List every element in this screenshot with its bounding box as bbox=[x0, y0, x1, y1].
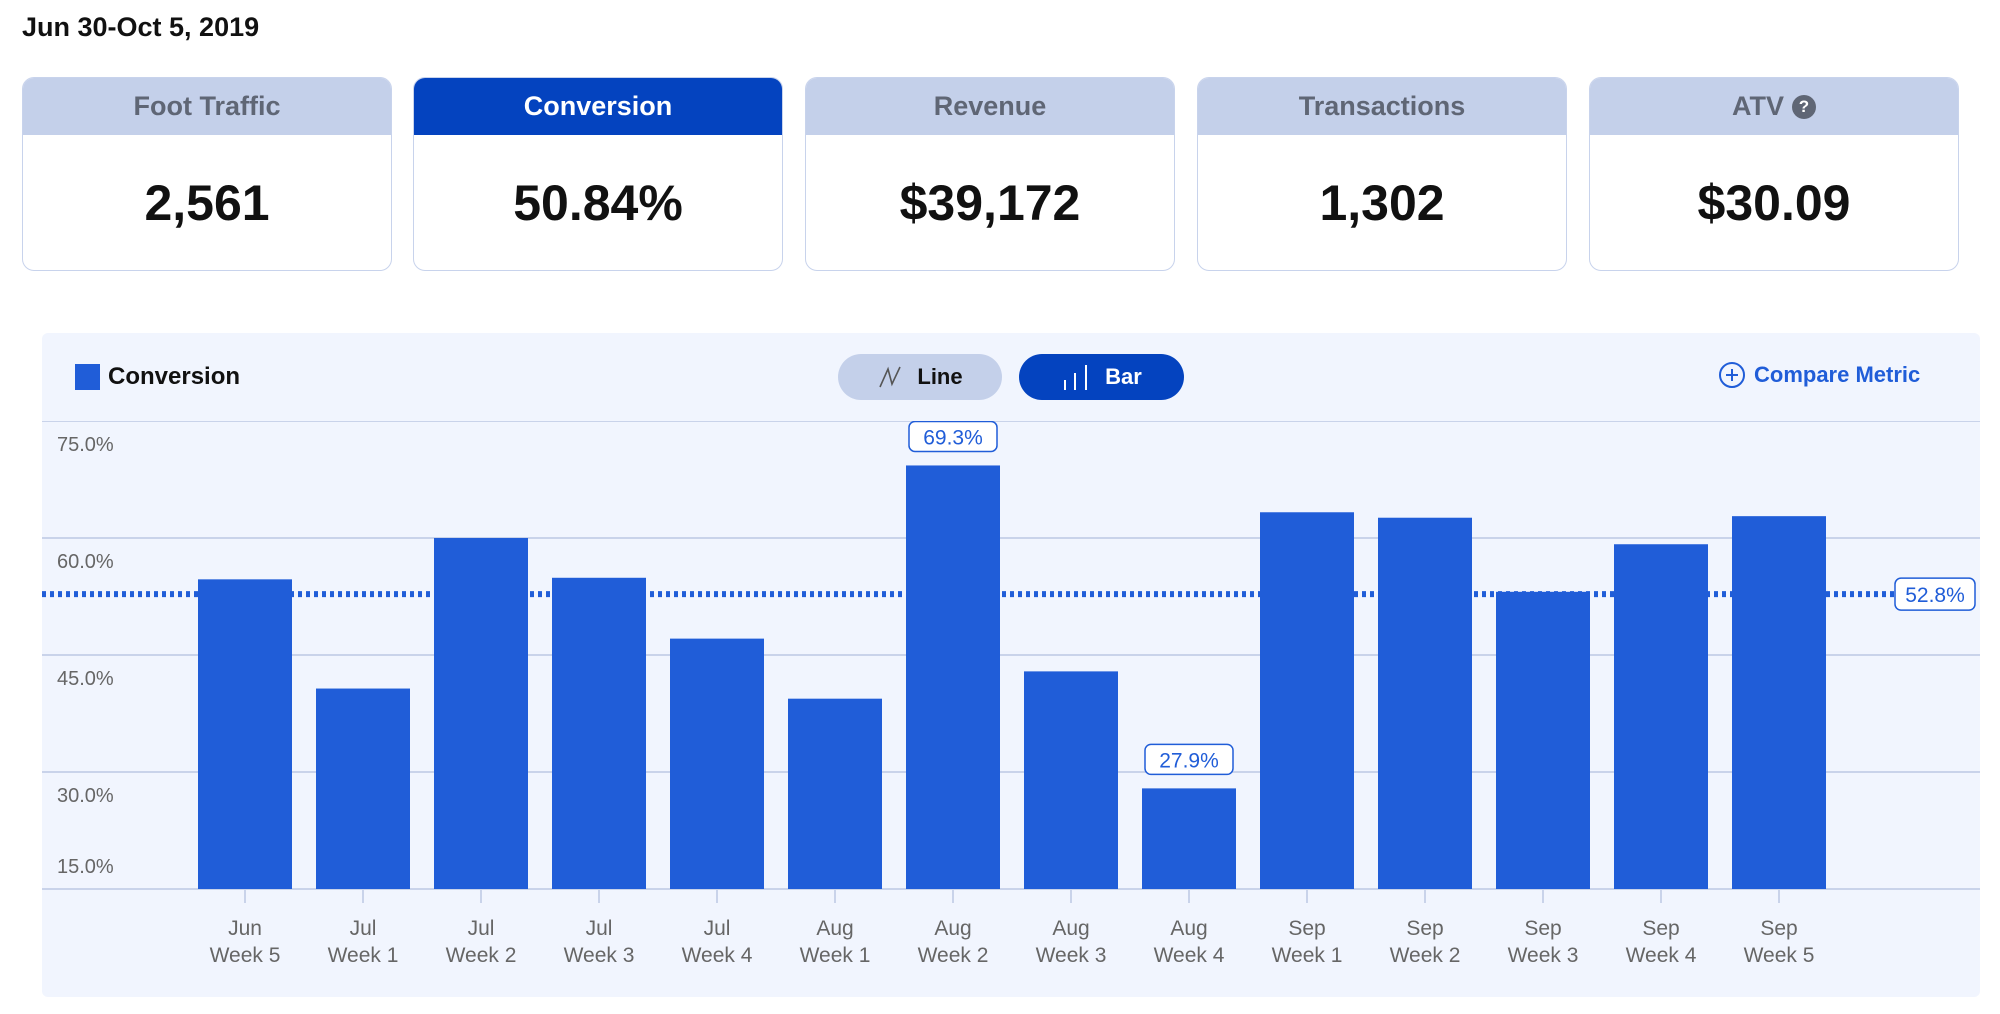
card-label-text: ATV bbox=[1732, 91, 1784, 121]
bar bbox=[1260, 512, 1354, 889]
bar bbox=[434, 538, 528, 889]
x-tick-label-month: Aug bbox=[1052, 917, 1089, 940]
x-tick-label-week: Week 4 bbox=[1154, 944, 1225, 967]
x-tick-label-month: Aug bbox=[934, 917, 971, 940]
compare-metric-label: Compare Metric bbox=[1754, 362, 1921, 387]
x-tick-label-month: Jul bbox=[350, 917, 377, 940]
y-tick-label: 30.0% bbox=[57, 785, 114, 807]
x-tick-label-month: Aug bbox=[1170, 917, 1207, 940]
card-label-text: Transactions bbox=[1298, 91, 1466, 121]
y-tick-label: 45.0% bbox=[57, 668, 114, 690]
x-tick-label-month: Sep bbox=[1406, 917, 1443, 940]
plus-circle-icon bbox=[1719, 362, 1745, 388]
x-tick-label-week: Week 1 bbox=[1272, 944, 1343, 967]
x-tick-label-week: Week 2 bbox=[918, 944, 989, 967]
bar bbox=[316, 688, 410, 889]
metric-card-label: Foot Traffic bbox=[23, 78, 391, 135]
metric-card-transactions[interactable]: Transactions 1,302 bbox=[1197, 77, 1567, 271]
card-label-text: Foot Traffic bbox=[133, 91, 281, 121]
y-tick-label: 60.0% bbox=[57, 551, 114, 573]
chart-legend: Conversion bbox=[75, 363, 240, 391]
x-tick-label-month: Jul bbox=[586, 917, 613, 940]
metric-card-label: ATV? bbox=[1590, 78, 1958, 135]
metric-card-label: Conversion bbox=[414, 78, 782, 135]
metric-card-conversion[interactable]: Conversion 50.84% bbox=[413, 77, 783, 271]
line-toggle-label: Line bbox=[917, 364, 963, 389]
data-label: 69.3% bbox=[923, 426, 983, 449]
x-tick-label-week: Week 3 bbox=[564, 944, 635, 967]
metric-card-value: $39,172 bbox=[899, 174, 1081, 231]
bar bbox=[670, 638, 764, 889]
compare-metric-button[interactable]: Compare Metric bbox=[1718, 361, 1920, 389]
bar-toggle-label: Bar bbox=[1105, 364, 1142, 389]
help-icon[interactable]: ? bbox=[1792, 94, 1816, 119]
x-tick-label-week: Week 3 bbox=[1036, 944, 1107, 967]
x-tick-label-month: Jul bbox=[468, 917, 495, 940]
data-label-box bbox=[908, 421, 998, 453]
metric-card-value: $30.09 bbox=[1697, 174, 1851, 231]
x-tick-label-week: Week 3 bbox=[1508, 944, 1579, 967]
metric-card-value: 2,561 bbox=[144, 174, 270, 231]
bar bbox=[788, 698, 882, 889]
legend-label: Conversion bbox=[108, 363, 241, 390]
bar bbox=[1614, 544, 1708, 889]
bar bbox=[1024, 671, 1118, 889]
line-chart-toggle[interactable]: Line bbox=[838, 354, 1002, 400]
card-label-text: Revenue bbox=[933, 91, 1047, 121]
metric-card-value: 1,302 bbox=[1319, 174, 1445, 231]
metric-card-atv[interactable]: ATV? $30.09 bbox=[1589, 77, 1959, 271]
x-tick-label-month: Jun bbox=[228, 917, 262, 940]
card-label-text: Conversion bbox=[523, 91, 673, 121]
metric-card-label: Transactions bbox=[1198, 78, 1566, 135]
chart-panel: Conversion Line Bar Compare Metric 75.0%… bbox=[42, 333, 1980, 997]
line-chart-icon bbox=[879, 366, 902, 388]
bar-chart-icon bbox=[1064, 365, 1088, 390]
data-label: 27.9% bbox=[1159, 749, 1219, 772]
x-tick-label-week: Week 4 bbox=[1626, 944, 1697, 967]
x-tick-label-month: Sep bbox=[1524, 917, 1561, 940]
y-tick-label: 15.0% bbox=[57, 856, 114, 878]
bar bbox=[1142, 788, 1236, 889]
x-tick-label-week: Week 5 bbox=[210, 944, 281, 967]
legend-swatch bbox=[75, 364, 100, 390]
bar bbox=[1378, 517, 1472, 889]
y-tick-label: 75.0% bbox=[57, 434, 114, 456]
x-tick-label-week: Week 2 bbox=[1390, 944, 1461, 967]
x-tick-label-month: Sep bbox=[1760, 917, 1797, 940]
x-tick-label-month: Sep bbox=[1288, 917, 1325, 940]
x-tick-label-week: Week 4 bbox=[682, 944, 753, 967]
bar-chart-toggle[interactable]: Bar bbox=[1019, 354, 1184, 400]
average-label: 52.8% bbox=[1905, 584, 1965, 607]
x-tick-label-week: Week 5 bbox=[1744, 944, 1815, 967]
bar bbox=[552, 577, 646, 889]
bar bbox=[1732, 516, 1826, 889]
bar bbox=[906, 465, 1000, 889]
metric-card-label: Revenue bbox=[806, 78, 1174, 135]
x-tick-label-week: Week 1 bbox=[328, 944, 399, 967]
metric-card-value: 50.84% bbox=[513, 174, 683, 231]
bar bbox=[198, 579, 292, 889]
x-tick-label-month: Aug bbox=[816, 917, 853, 940]
bar-chart: 75.0% 60.0% 45.0% 30.0% 15.0% Jun Week 5 Jul Wee… bbox=[42, 421, 1980, 967]
x-tick-label-week: Week 2 bbox=[446, 944, 517, 967]
metric-card-revenue[interactable]: Revenue $39,172 bbox=[805, 77, 1175, 271]
bar bbox=[1496, 591, 1590, 889]
data-label-box bbox=[1144, 743, 1234, 776]
metric-card-foot-traffic[interactable]: Foot Traffic 2,561 bbox=[22, 77, 392, 271]
average-label-box bbox=[1894, 577, 1976, 611]
x-tick-label-month: Sep bbox=[1642, 917, 1679, 940]
x-tick-label-month: Jul bbox=[704, 917, 731, 940]
date-range-title: Jun 30-Oct 5, 2019 bbox=[22, 12, 260, 42]
x-tick-label-week: Week 1 bbox=[800, 944, 871, 967]
